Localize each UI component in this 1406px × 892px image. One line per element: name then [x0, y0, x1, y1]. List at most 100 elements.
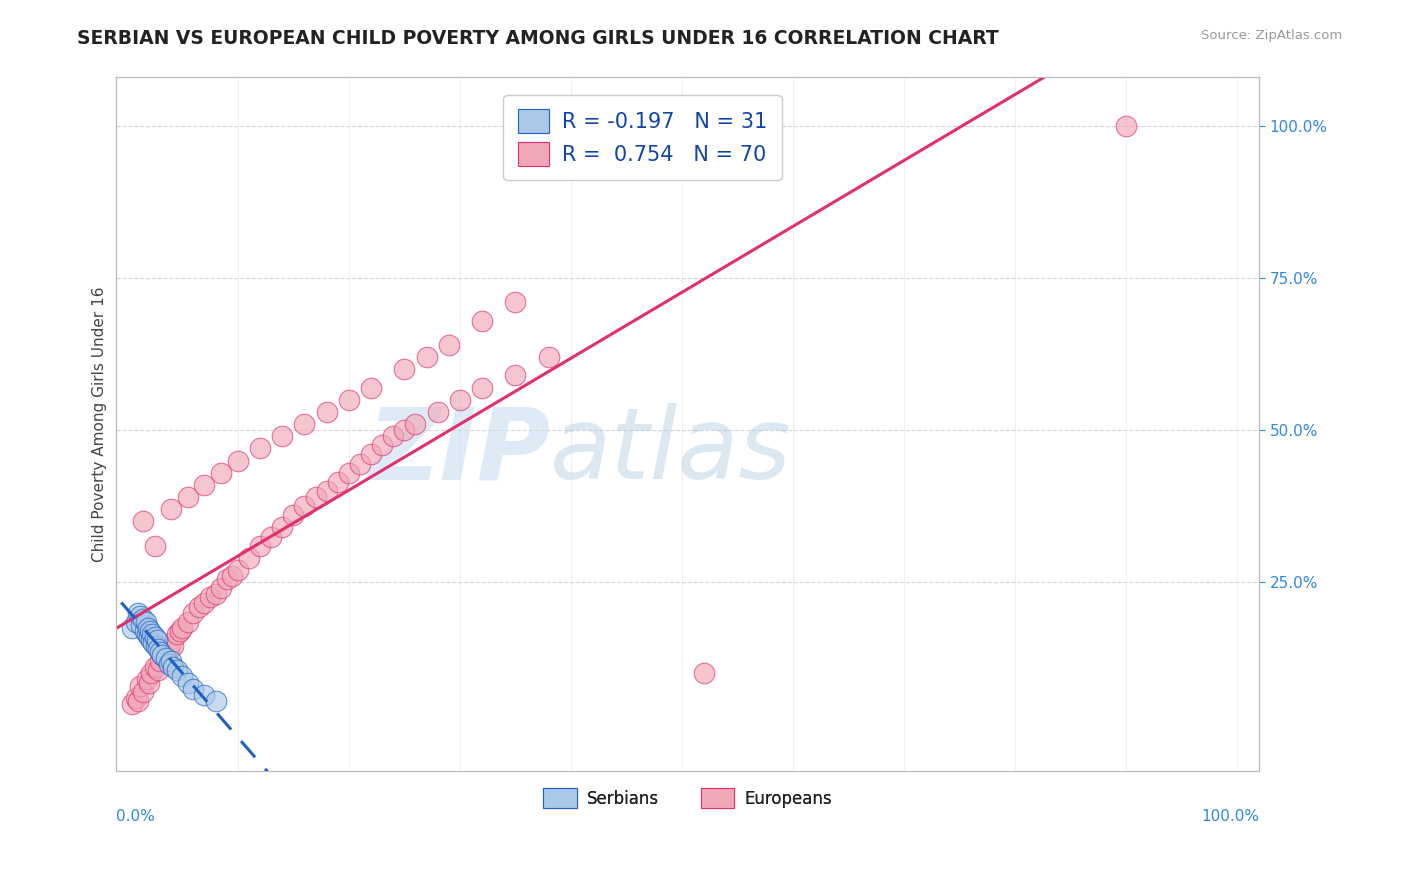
- Point: [204, 587, 226, 601]
- Point: [155, 651, 177, 665]
- Point: [260, 530, 283, 544]
- Point: [150, 648, 173, 662]
- Point: [537, 350, 560, 364]
- Point: [193, 597, 215, 611]
- Point: [209, 466, 232, 480]
- Text: SERBIAN VS EUROPEAN CHILD POVERTY AMONG GIRLS UNDER 16 CORRELATION CHART: SERBIAN VS EUROPEAN CHILD POVERTY AMONG …: [77, 29, 1000, 48]
- Point: [204, 694, 226, 708]
- Point: [142, 636, 165, 650]
- Point: [135, 673, 157, 687]
- Legend: Serbians, Europeans: Serbians, Europeans: [537, 781, 838, 814]
- Point: [283, 508, 305, 523]
- Point: [135, 615, 157, 629]
- Point: [135, 627, 157, 641]
- Point: [141, 627, 163, 641]
- Point: [337, 392, 360, 407]
- Point: [471, 381, 494, 395]
- Point: [132, 612, 155, 626]
- Point: [172, 669, 194, 683]
- Point: [141, 666, 163, 681]
- Point: [693, 666, 716, 681]
- Point: [177, 675, 200, 690]
- Point: [127, 606, 149, 620]
- Point: [187, 599, 209, 614]
- Point: [160, 502, 183, 516]
- Point: [221, 569, 243, 583]
- Point: [360, 448, 382, 462]
- Point: [337, 466, 360, 480]
- Point: [145, 632, 167, 647]
- Point: [134, 624, 156, 638]
- Point: [360, 381, 382, 395]
- Point: [157, 642, 180, 657]
- Point: [138, 675, 160, 690]
- Point: [249, 442, 271, 456]
- Point: [326, 475, 349, 489]
- Y-axis label: Child Poverty Among Girls Under 16: Child Poverty Among Girls Under 16: [93, 286, 107, 562]
- Point: [183, 606, 205, 620]
- Point: [143, 660, 166, 674]
- Point: [124, 690, 146, 705]
- Point: [294, 499, 316, 513]
- Point: [146, 642, 169, 657]
- Point: [129, 608, 152, 623]
- Text: atlas: atlas: [550, 403, 792, 500]
- Point: [193, 688, 215, 702]
- Point: [349, 457, 371, 471]
- Point: [209, 581, 232, 595]
- Point: [155, 651, 177, 665]
- Point: [124, 615, 146, 629]
- Point: [177, 490, 200, 504]
- Point: [226, 563, 249, 577]
- Point: [193, 478, 215, 492]
- Point: [394, 423, 416, 437]
- Text: 0.0%: 0.0%: [115, 809, 155, 824]
- Point: [132, 514, 155, 528]
- Point: [315, 483, 337, 498]
- Point: [157, 657, 180, 672]
- Point: [162, 639, 184, 653]
- Point: [183, 681, 205, 696]
- Point: [415, 350, 437, 364]
- Point: [143, 539, 166, 553]
- Point: [249, 539, 271, 553]
- Point: [238, 550, 260, 565]
- Point: [166, 664, 188, 678]
- Point: [146, 664, 169, 678]
- Point: [136, 621, 159, 635]
- Point: [426, 405, 449, 419]
- Text: Source: ZipAtlas.com: Source: ZipAtlas.com: [1202, 29, 1343, 43]
- Point: [129, 617, 152, 632]
- Point: [226, 453, 249, 467]
- Point: [166, 627, 188, 641]
- Point: [271, 520, 294, 534]
- Point: [145, 639, 167, 653]
- Point: [138, 630, 160, 644]
- Point: [127, 694, 149, 708]
- Point: [505, 295, 527, 310]
- Point: [294, 417, 316, 431]
- Point: [149, 645, 172, 659]
- Point: [271, 429, 294, 443]
- Point: [129, 679, 152, 693]
- Point: [143, 630, 166, 644]
- Point: [304, 490, 326, 504]
- Point: [471, 314, 494, 328]
- Point: [177, 615, 200, 629]
- Point: [121, 621, 143, 635]
- Point: [172, 621, 194, 635]
- Point: [437, 338, 460, 352]
- Point: [394, 362, 416, 376]
- Point: [169, 624, 191, 638]
- Point: [215, 572, 238, 586]
- Point: [150, 648, 173, 662]
- Point: [371, 438, 394, 452]
- Point: [132, 684, 155, 698]
- Point: [449, 392, 471, 407]
- Point: [139, 624, 162, 638]
- Point: [315, 405, 337, 419]
- Point: [505, 368, 527, 383]
- Point: [141, 632, 163, 647]
- Point: [198, 591, 221, 605]
- Text: 100.0%: 100.0%: [1201, 809, 1260, 824]
